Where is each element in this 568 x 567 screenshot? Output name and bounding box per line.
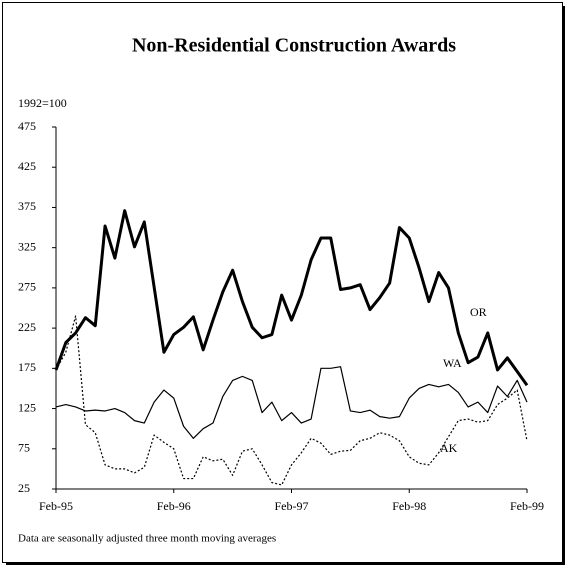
y-tick-label: 475 xyxy=(18,119,36,133)
x-tick-label: Feb-97 xyxy=(275,499,309,513)
series-label: OR xyxy=(470,305,487,319)
x-tick-label: Feb-99 xyxy=(510,499,544,513)
chart-title: Non-Residential Construction Awards xyxy=(132,35,456,57)
x-tick-label: Feb-96 xyxy=(157,499,191,513)
series-label: AK xyxy=(440,441,458,455)
frame xyxy=(2,2,563,563)
series-line xyxy=(55,315,528,486)
series-label: WA xyxy=(443,356,462,370)
y-tick-label: 425 xyxy=(18,159,36,173)
y-tick-label: 225 xyxy=(18,320,36,334)
x-tick-label: Feb-95 xyxy=(39,499,73,513)
x-tick-label: Feb-98 xyxy=(392,499,426,513)
y-tick-label: 325 xyxy=(18,239,36,253)
y-tick-label: 125 xyxy=(18,400,36,414)
y-tick-label: 25 xyxy=(18,481,30,495)
y-tick-label: 275 xyxy=(18,280,36,294)
y-tick-label: 175 xyxy=(18,360,36,374)
y-tick-label: 75 xyxy=(18,441,30,455)
footnote: Data are seasonally adjusted three month… xyxy=(18,533,276,545)
y-axis-label: 1992=100 xyxy=(18,96,67,110)
series-line xyxy=(54,209,529,387)
series-line xyxy=(55,366,528,439)
y-tick-label: 375 xyxy=(18,199,36,213)
